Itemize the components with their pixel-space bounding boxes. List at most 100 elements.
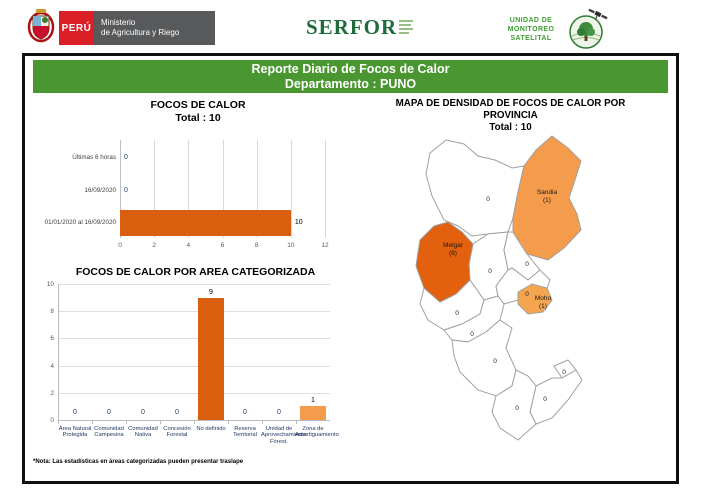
hbar-axis-tick-label: 8	[254, 242, 259, 249]
province-shape	[529, 369, 583, 425]
province-value-label: 0	[493, 358, 497, 365]
hbar-value-label: 0	[124, 186, 128, 194]
vbar-value-label: 0	[243, 409, 247, 416]
report-title-bar: Reporte Diario de Focos de Calor Departa…	[33, 60, 668, 93]
peru-brand-block: PERÚ	[59, 11, 94, 45]
hbar-title-text: FOCOS DE CALOR	[150, 99, 246, 111]
ministry-brand-block: Ministerio de Agricultura y Riego	[94, 11, 215, 45]
province-value-label: (1)	[543, 197, 551, 204]
vbar-value-label: 0	[175, 409, 179, 416]
vbar-x-axis-line	[58, 420, 330, 421]
province-shape	[512, 135, 582, 261]
hbar-gridline	[188, 140, 190, 238]
hbar-total-text: Total : 10	[175, 111, 221, 124]
vbar-category-label: Comunidad Nativa	[128, 426, 158, 439]
ministry-line2: de Agricultura y Riego	[101, 28, 180, 37]
vbar-gridline	[58, 284, 330, 285]
map-total-text: Total : 10	[489, 122, 532, 133]
vbar-category-label: No definido	[196, 426, 226, 432]
hbar-axis-tick-label: 0	[118, 242, 122, 249]
vbar-category-label: Zona de Amortiguamiento	[295, 426, 339, 439]
province-name-label: Sandia	[537, 189, 558, 196]
peru-coat-of-arms-icon	[27, 9, 55, 43]
hbar-gridline	[222, 140, 224, 238]
hbar-gridline	[154, 140, 156, 238]
province-value-label: 0	[543, 396, 547, 403]
vbar-category-label: Unidad de Aprovechamiento Forest.	[261, 426, 307, 445]
unidad-monitoreo-label: UNIDAD DE MONITOREO SATELITAL	[499, 16, 563, 43]
province-value-label: (1)	[539, 303, 547, 310]
map-title-text: MAPA DE DENSIDAD DE FOCOS DE CALOR POR P…	[395, 98, 626, 121]
vbar-category-tick	[228, 421, 229, 424]
hbar-chart-title: FOCOS DE CALOR Total : 10	[118, 99, 278, 124]
province-value-label: 0	[525, 261, 529, 268]
vbar-axis-tick-label: 10	[46, 281, 54, 288]
hbar-axis-tick-label: 2	[152, 242, 156, 249]
hbar-gridline	[256, 140, 258, 238]
ums-line2: MONITOREO	[507, 26, 555, 33]
satellite-monitoring-logo-icon	[569, 8, 608, 49]
ministry-line1: Ministerio	[101, 18, 136, 27]
vbar-value-label: 1	[311, 397, 315, 405]
vbar-axis-tick-label: 2	[50, 389, 54, 397]
province-value-label: 0	[562, 369, 566, 376]
report-frame	[22, 53, 679, 484]
vbar-category-label: Comunidad Campesina	[94, 426, 124, 439]
vbar-category-tick	[58, 421, 59, 424]
vbar-value-label: 9	[209, 288, 213, 296]
vbar-bar	[300, 406, 326, 420]
vbar-category-label: Reserva Territorial	[233, 426, 257, 439]
hbar-value-label: 10	[294, 219, 303, 226]
vbar-value-label: 0	[277, 409, 281, 416]
vbar-gridline	[58, 338, 330, 340]
vbar-category-tick	[160, 421, 161, 424]
vbar-gridline	[58, 311, 330, 313]
hbar-axis-tick-label: 4	[186, 242, 191, 249]
province-value-label: 0	[486, 196, 490, 203]
serfor-wordmark: SERFOR	[306, 15, 398, 39]
vbar-value-label: 0	[141, 409, 145, 416]
province-value-label: (8)	[449, 250, 457, 257]
vbar-category-label: Concesión Forestal	[163, 426, 191, 439]
hbar-gridline	[325, 140, 326, 238]
hbar-chart: 0 2 4 6 8 10 12 Últimas 6 horas 0 16/09/2020 0 01/0…	[40, 138, 352, 252]
hbar-axis-tick-label: 12	[321, 242, 329, 249]
footnote-text: *Nota: Las estadísticas en áreas categor…	[33, 459, 244, 465]
province-value-label: 0	[525, 291, 529, 298]
vbar-axis-tick-label: 4	[50, 362, 54, 370]
vbar-gridline	[58, 365, 330, 367]
vbar-value-label: 0	[107, 409, 111, 416]
vbar-category-tick	[126, 421, 127, 424]
province-value-label: 0	[470, 331, 474, 338]
vbar-chart: 0 2 4 6 8 10 0 Área Natural Protegida 0 Comunidad…	[40, 281, 355, 460]
vbar-category-tick	[194, 421, 195, 424]
province-value-label: 0	[488, 268, 492, 275]
vbar-axis-tick-label: 8	[50, 308, 54, 316]
hbar-value-label: 0	[124, 154, 128, 161]
hbar-gridline	[120, 140, 121, 238]
hbar-axis-tick-label: 10	[287, 242, 295, 249]
province-name-label: Moho	[535, 295, 552, 302]
ums-line3: SATELITAL	[510, 35, 552, 42]
vbar-axis-tick-label: 0	[50, 417, 54, 424]
province-value-label: 0	[455, 310, 459, 317]
province-name-label: Melgar	[443, 242, 464, 249]
vbar-bar	[198, 297, 224, 420]
serfor-logo: SERFOR	[306, 15, 415, 40]
province-shape	[425, 139, 525, 237]
vbar-category-tick	[262, 421, 263, 424]
province-shape	[517, 283, 553, 315]
vbar-value-label: 0	[73, 409, 77, 416]
hbar-category-label: Últimas 6 horas	[72, 154, 116, 161]
vbar-gridline	[58, 392, 330, 394]
hbar-bar	[120, 210, 291, 236]
map-title: MAPA DE DENSIDAD DE FOCOS DE CALOR POR P…	[368, 98, 653, 134]
vbar-category-tick	[296, 421, 297, 424]
province-shape	[415, 221, 474, 303]
vbar-axis-tick-label: 6	[50, 335, 54, 343]
province-value-label: 0	[515, 405, 519, 412]
hbar-category-label: 16/09/2020	[84, 186, 116, 194]
report-title-line1: Reporte Diario de Focos de Calor	[251, 61, 450, 76]
serfor-lines-icon	[399, 20, 414, 34]
